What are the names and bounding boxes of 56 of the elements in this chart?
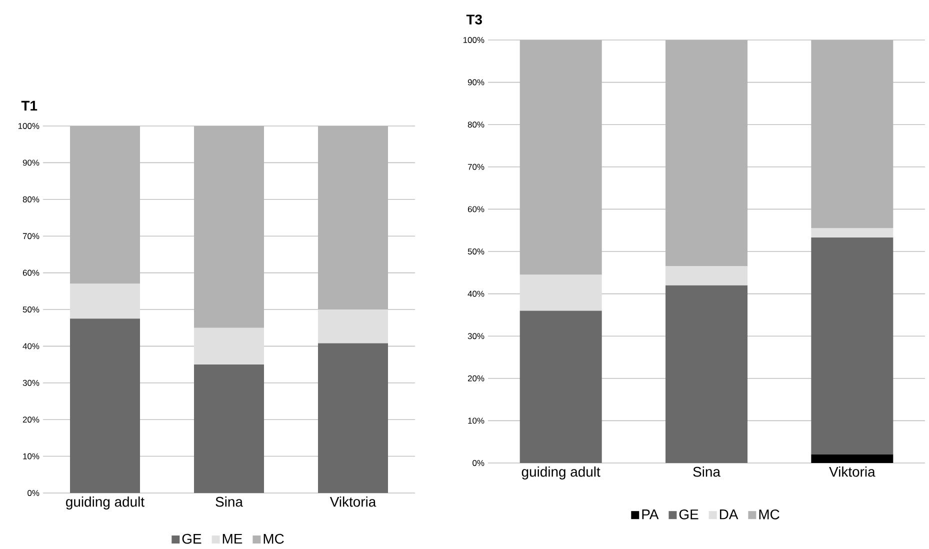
bar <box>520 274 602 311</box>
chart-title: T1 <box>21 100 38 110</box>
y-tick-label: 10% <box>23 453 40 460</box>
bar <box>666 266 748 286</box>
bar <box>70 126 140 284</box>
bar <box>811 237 894 454</box>
bar <box>194 126 264 328</box>
x-tick-label: Viktoria <box>330 496 376 507</box>
bar <box>520 40 602 275</box>
bar <box>666 40 748 266</box>
x-tick-label: Sina <box>693 466 720 477</box>
y-tick-label: 20% <box>468 375 484 382</box>
legend-label: MC <box>264 534 284 544</box>
y-tick-label: 40% <box>468 290 484 297</box>
y-tick-label: 0% <box>28 490 40 496</box>
y-tick-label: 90% <box>468 79 484 86</box>
bar <box>194 364 264 493</box>
bar <box>520 310 602 463</box>
bar <box>70 284 140 319</box>
x-tick-label: guiding adult <box>522 466 600 480</box>
x-tick-label: guiding adult <box>66 496 144 510</box>
bar <box>666 285 748 463</box>
legend-label: GE <box>679 509 698 520</box>
y-tick-label: 80% <box>468 122 484 128</box>
bar <box>318 343 388 493</box>
y-tick-label: 70% <box>22 233 40 240</box>
legend-label: PA <box>642 510 659 520</box>
bar <box>811 228 894 238</box>
legend-label: ME <box>222 534 242 544</box>
bar <box>811 40 894 228</box>
y-tick-label: 60% <box>468 206 484 212</box>
y-tick-label: 0% <box>472 460 484 466</box>
legend-label: DA <box>720 510 738 520</box>
bar <box>318 126 388 310</box>
chart-title: T3 <box>466 14 482 24</box>
bar <box>811 454 894 463</box>
y-tick-label: 50% <box>468 248 484 254</box>
legend-label: GE <box>182 534 202 544</box>
y-tick-label: 100% <box>18 122 40 129</box>
y-tick-label: 50% <box>22 306 40 312</box>
bar <box>194 328 264 364</box>
y-tick-label: 100% <box>463 36 484 43</box>
x-tick-label: Viktoria <box>829 466 876 477</box>
y-tick-label: 20% <box>22 416 40 423</box>
y-tick-label: 30% <box>468 333 484 340</box>
y-tick-label: 10% <box>468 418 484 424</box>
y-tick-label: 90% <box>22 160 40 166</box>
y-tick-label: 30% <box>22 380 40 386</box>
x-tick-label: Sina <box>216 496 243 507</box>
bar <box>318 309 388 344</box>
y-tick-label: 80% <box>22 196 40 202</box>
y-tick-label: 40% <box>22 343 40 350</box>
y-tick-label: 60% <box>22 270 40 276</box>
y-tick-label: 70% <box>468 164 484 170</box>
bar <box>70 318 140 493</box>
legend-label: MC <box>759 509 780 520</box>
